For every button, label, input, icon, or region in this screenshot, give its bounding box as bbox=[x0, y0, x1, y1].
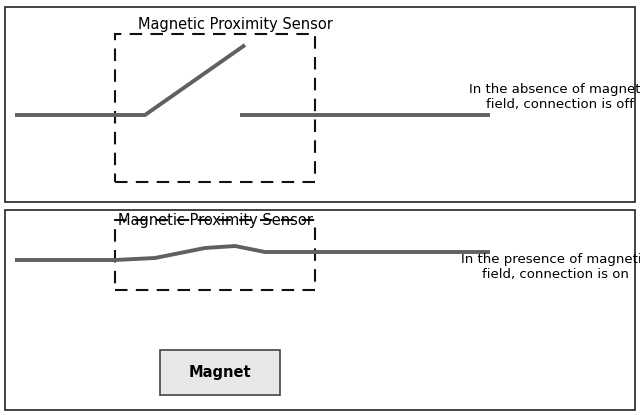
Text: In the presence of magnetic
field, connection is on: In the presence of magnetic field, conne… bbox=[461, 253, 640, 281]
Bar bbox=[115, 220, 315, 290]
Text: Magnet: Magnet bbox=[189, 365, 252, 380]
Text: Magnetic Proximity Sensor: Magnetic Proximity Sensor bbox=[138, 17, 332, 32]
Bar bbox=[5, 210, 635, 410]
Bar bbox=[5, 7, 635, 202]
Text: Magnetic Proximity Sensor: Magnetic Proximity Sensor bbox=[118, 213, 312, 228]
Bar bbox=[160, 350, 280, 395]
Bar bbox=[115, 34, 315, 182]
Text: In the absence of magnetic
field, connection is off: In the absence of magnetic field, connec… bbox=[468, 83, 640, 111]
